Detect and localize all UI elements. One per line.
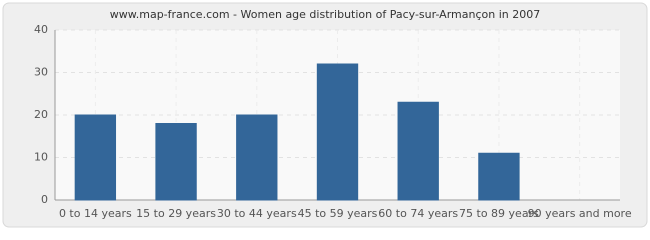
bar — [155, 123, 197, 201]
x-tick-label: 30 to 44 years — [217, 207, 297, 220]
x-tick-label: 90 years and more — [528, 207, 632, 220]
bar — [74, 114, 117, 201]
bar — [478, 152, 520, 201]
bar — [397, 101, 439, 201]
x-tick-label: 75 to 89 years — [459, 207, 539, 220]
y-tick-label: 10 — [34, 151, 48, 164]
chart-title: www.map-france.com - Women age distribut… — [110, 8, 540, 21]
y-tick-label: 0 — [41, 193, 48, 206]
bar — [236, 114, 278, 201]
x-tick-label: 60 to 74 years — [378, 207, 458, 220]
x-tick-label: 15 to 29 years — [136, 207, 216, 220]
x-tick-label: 0 to 14 years — [59, 207, 132, 220]
y-tick-label: 20 — [34, 108, 48, 121]
chart: www.map-france.com - Women age distribut… — [2, 2, 648, 228]
y-tick-label: 30 — [34, 66, 48, 79]
page: {"chart_data": {"type": "bar", "title": … — [2, 2, 648, 228]
y-tick-label: 40 — [34, 23, 48, 36]
bar — [316, 63, 359, 201]
x-tick-label: 45 to 59 years — [298, 207, 378, 220]
